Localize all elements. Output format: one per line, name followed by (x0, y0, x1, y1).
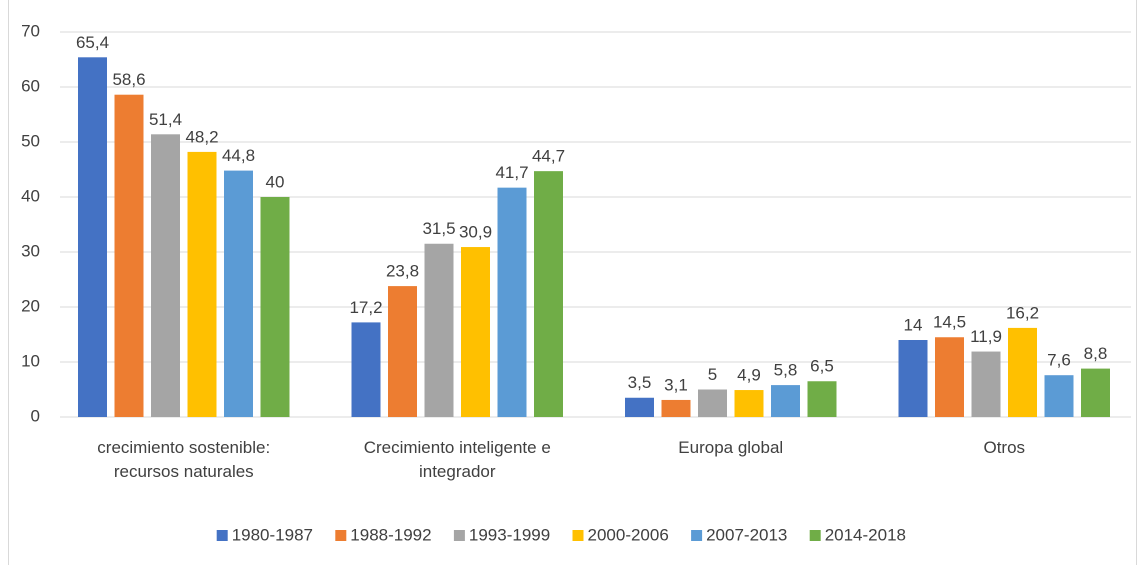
bar (461, 247, 490, 417)
bar (351, 322, 381, 417)
value-label: 44,7 (532, 147, 565, 166)
y-tick-label: 30 (21, 241, 40, 260)
bar (187, 151, 217, 417)
value-label: 11,9 (970, 327, 1002, 346)
bar (114, 94, 144, 417)
y-tick-label: 60 (21, 76, 40, 95)
bar (260, 197, 290, 417)
value-label: 7,6 (1047, 351, 1071, 370)
value-label: 41,7 (495, 163, 528, 182)
bar (151, 134, 180, 418)
legend-label: 2014-2018 (825, 525, 906, 544)
value-label: 16,2 (1006, 303, 1039, 322)
bar (388, 286, 417, 417)
x-tick-label: Crecimiento inteligente e integrador (363, 438, 551, 481)
bar (661, 399, 691, 417)
value-label: 14 (904, 315, 923, 334)
legend-swatch (809, 530, 821, 541)
value-label: 58,6 (112, 70, 145, 89)
bar (625, 397, 654, 417)
x-tick-label: crecimiento sostenible: recursos natural… (97, 438, 271, 481)
bar (935, 337, 964, 417)
value-label: 3,1 (664, 375, 688, 394)
bar (224, 170, 253, 417)
legend-label: 1993-1999 (469, 525, 550, 544)
bar (807, 381, 837, 417)
bar (534, 171, 563, 417)
value-label: 5 (708, 365, 717, 384)
value-label: 40 (266, 172, 285, 191)
legend-swatch (572, 530, 584, 541)
value-label: 5,8 (774, 361, 798, 380)
legend-label: 1988-1992 (350, 525, 431, 544)
value-label: 48,2 (185, 127, 218, 146)
legend-label: 2000-2006 (588, 525, 669, 544)
value-label: 6,5 (810, 357, 834, 376)
value-label: 3,5 (628, 373, 652, 392)
x-tick-label: Otros (983, 438, 1026, 457)
bar (1008, 327, 1037, 417)
bar (734, 390, 764, 417)
y-tick-label: 20 (21, 296, 40, 315)
bar (771, 385, 800, 417)
value-label: 31,5 (422, 219, 455, 238)
value-label: 4,9 (737, 366, 761, 385)
value-label: 44,8 (222, 146, 255, 165)
chart-frame (8, 0, 1137, 565)
y-tick-label: 50 (21, 131, 40, 150)
bar (1044, 375, 1074, 417)
y-tick-label: 10 (21, 351, 40, 370)
value-label: 23,8 (386, 262, 419, 281)
bar (424, 243, 454, 417)
value-label: 30,9 (459, 223, 492, 242)
bar (898, 340, 928, 417)
legend-swatch (216, 530, 228, 541)
value-label: 65,4 (76, 33, 109, 52)
legend-label: 1980-1987 (232, 525, 313, 544)
legend-swatch (453, 530, 465, 541)
value-label: 51,4 (149, 110, 182, 129)
x-tick-label: Europa global (678, 438, 784, 457)
legend-swatch (691, 530, 703, 541)
value-label: 8,8 (1084, 344, 1108, 363)
bar (78, 57, 107, 418)
y-tick-label: 70 (21, 21, 40, 40)
bar (1081, 368, 1110, 417)
value-label: 14,5 (933, 313, 966, 332)
y-tick-label: 0 (31, 406, 40, 425)
bar (497, 187, 527, 417)
value-label: 17,2 (349, 298, 382, 317)
legend-swatch (335, 530, 347, 541)
y-tick-label: 40 (21, 186, 40, 205)
bar (698, 389, 727, 417)
bar (971, 351, 1001, 417)
legend-label: 2007-2013 (706, 525, 787, 544)
